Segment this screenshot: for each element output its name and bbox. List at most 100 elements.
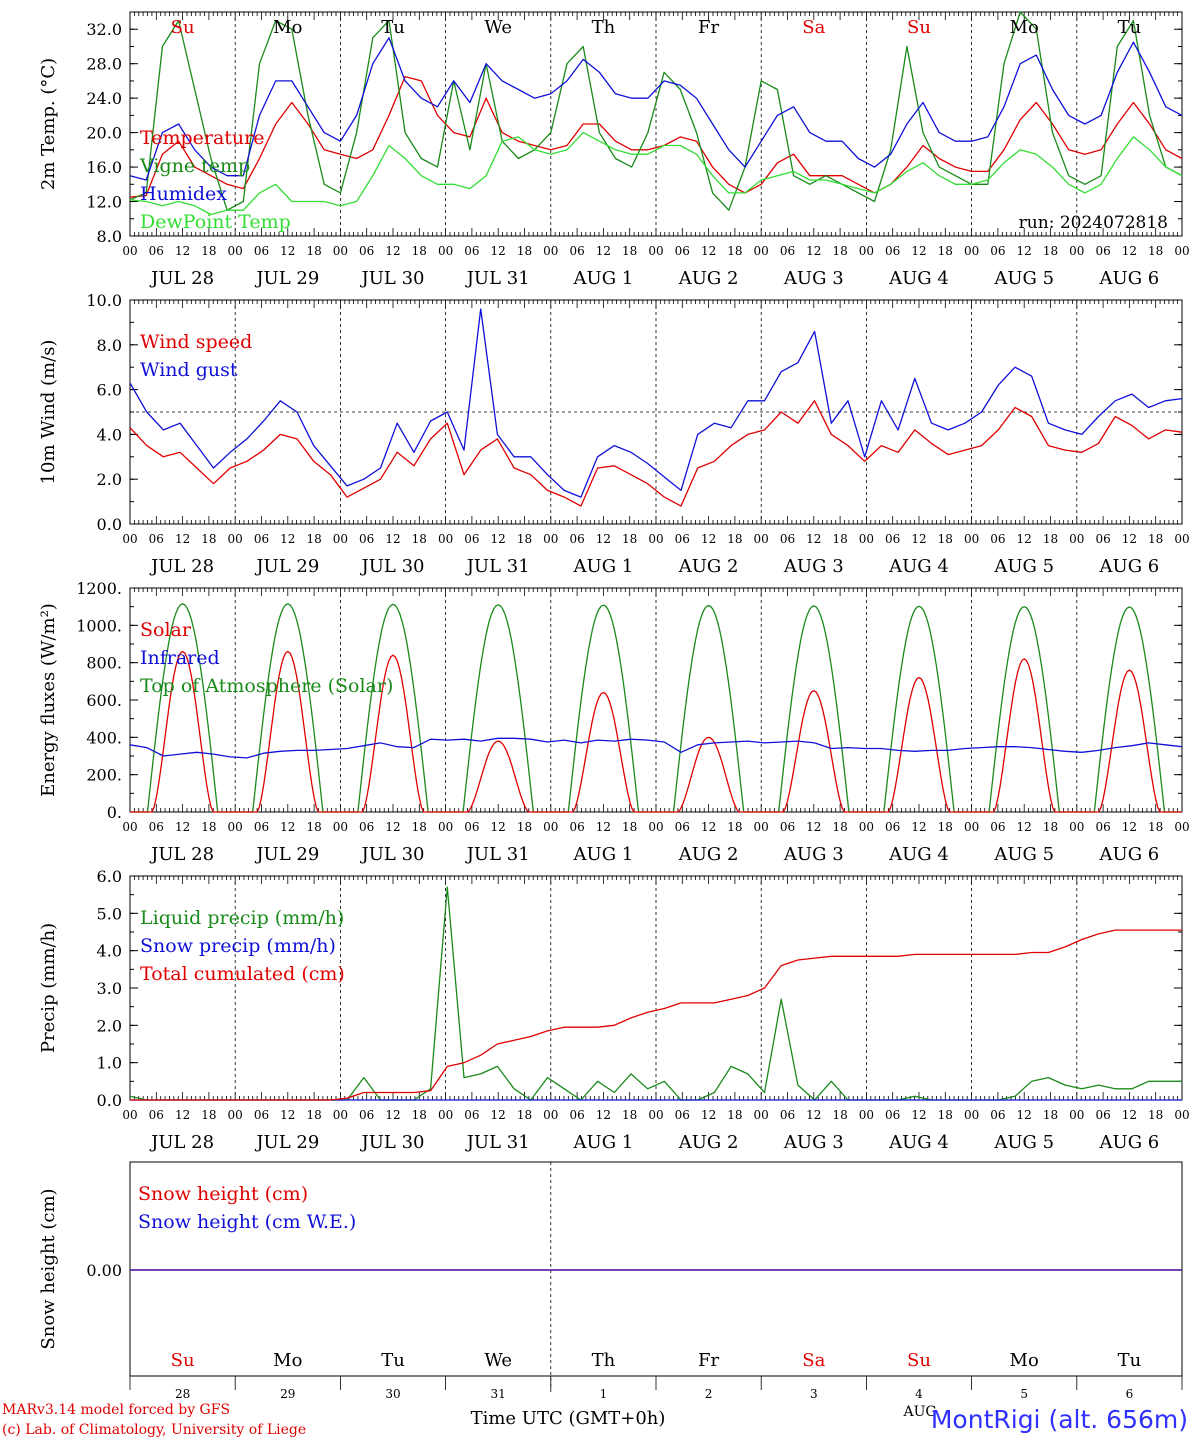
hour-tick-label: 18 <box>832 244 847 258</box>
hour-tick-label: 18 <box>306 1108 321 1122</box>
hour-tick-label: 00 <box>859 532 874 546</box>
hour-tick-label: 00 <box>859 820 874 834</box>
hour-tick-label: 00 <box>1174 244 1189 258</box>
credit-line-1: MARv3.14 model forced by GFS <box>2 1402 230 1418</box>
hour-tick-label: 12 <box>1122 244 1137 258</box>
day-number: 4 <box>915 1387 923 1401</box>
date-label: AUG 2 <box>678 268 739 289</box>
y-axis-label: Snow height (cm) <box>38 1188 59 1349</box>
hour-tick-label: 00 <box>1069 532 1084 546</box>
hour-tick-label: 12 <box>1122 820 1137 834</box>
y-tick-label: 0.0 <box>97 1091 122 1110</box>
series-line <box>129 400 1183 507</box>
hour-tick-label: 18 <box>201 1108 216 1122</box>
date-label: AUG 3 <box>783 1132 844 1153</box>
date-label: JUL 29 <box>254 268 319 289</box>
hour-tick-label: 12 <box>175 532 190 546</box>
hour-tick-label: 00 <box>228 244 243 258</box>
panel-2: 00 06 12 18 JUL 28 00 06 12 18 JUL 29 00 06 12 18 JUL … <box>38 291 1190 577</box>
hour-tick-label: 18 <box>622 244 637 258</box>
hour-tick-label: 06 <box>1095 532 1110 546</box>
hour-tick-label: 00 <box>1174 532 1189 546</box>
hour-tick-label: 00 <box>648 244 663 258</box>
panel-5: 0.00 Snow height (cm) Snow height (cm) Snow… <box>38 1161 1183 1401</box>
hour-tick-label: 12 <box>911 532 926 546</box>
hour-tick-label: 12 <box>385 532 400 546</box>
y-axis-label: 2m Temp. (°C) <box>38 58 59 190</box>
series-line <box>129 737 1183 759</box>
y-tick-label: 200. <box>86 766 122 785</box>
y-axis-label: Precip (mm/h) <box>38 923 59 1053</box>
hour-tick-label: 18 <box>201 244 216 258</box>
hour-tick-label: 18 <box>412 1108 427 1122</box>
date-label: JUL 31 <box>465 268 530 289</box>
y-tick-label: 12.0 <box>86 193 122 212</box>
hour-tick-label: 18 <box>201 532 216 546</box>
hour-tick-label: 12 <box>385 244 400 258</box>
weekday-label: Tu <box>1118 1350 1142 1371</box>
hour-tick-label: 18 <box>517 532 532 546</box>
hour-tick-label: 00 <box>333 532 348 546</box>
hour-tick-label: 12 <box>491 244 506 258</box>
y-tick-label: 0.00 <box>86 1261 122 1280</box>
date-label: JUL 29 <box>254 1132 319 1153</box>
day-number: 1 <box>600 1387 608 1401</box>
hour-tick-label: 06 <box>569 1108 584 1122</box>
weekday-label: Sa <box>802 1350 825 1371</box>
weekday-label: Th <box>592 1350 616 1371</box>
hour-tick-label: 18 <box>517 820 532 834</box>
y-tick-label: 8.0 <box>97 336 122 355</box>
hour-tick-label: 00 <box>754 532 769 546</box>
hour-tick-label: 18 <box>727 820 742 834</box>
day-number: 29 <box>280 1387 295 1401</box>
day-number: 2 <box>705 1387 713 1401</box>
hour-tick-label: 12 <box>280 820 295 834</box>
series-line <box>129 75 1183 198</box>
hour-tick-label: 12 <box>280 1108 295 1122</box>
date-label: AUG 6 <box>1099 1132 1160 1153</box>
hour-tick-label: 00 <box>333 820 348 834</box>
hour-tick-label: 06 <box>675 820 690 834</box>
hour-tick-label: 18 <box>938 532 953 546</box>
panel-1: 00 06 12 18 JUL 28 00 06 12 18 JUL 29 00 06 12 18 JUL … <box>38 11 1190 289</box>
y-tick-label: 28.0 <box>86 55 122 74</box>
hour-tick-label: 12 <box>596 1108 611 1122</box>
hour-tick-label: 12 <box>701 1108 716 1122</box>
hour-tick-label: 18 <box>622 1108 637 1122</box>
hour-tick-label: 06 <box>780 244 795 258</box>
panel-frame <box>129 11 1183 237</box>
y-tick-label: 32.0 <box>86 20 122 39</box>
hour-tick-label: 18 <box>517 1108 532 1122</box>
hour-tick-label: 00 <box>964 1108 979 1122</box>
run-label: run: 2024072818 <box>1019 213 1168 233</box>
hour-tick-label: 06 <box>990 244 1005 258</box>
legend-entry: Wind gust <box>140 359 238 381</box>
hour-tick-label: 00 <box>122 820 137 834</box>
date-label: AUG 4 <box>888 1132 949 1153</box>
hour-tick-label: 18 <box>1148 532 1163 546</box>
hour-tick-label: 18 <box>412 820 427 834</box>
hour-tick-label: 12 <box>911 820 926 834</box>
hour-tick-label: 18 <box>622 820 637 834</box>
hour-tick-label: 06 <box>569 820 584 834</box>
date-label: AUG 3 <box>783 268 844 289</box>
date-label: AUG 4 <box>888 844 949 865</box>
legend-entry: Snow height (cm W.E.) <box>138 1211 356 1233</box>
date-label: AUG 1 <box>573 268 634 289</box>
y-tick-label: 8.0 <box>97 227 122 246</box>
hour-tick-label: 06 <box>780 1108 795 1122</box>
date-label: JUL 30 <box>360 1132 425 1153</box>
x-axis-title: Time UTC (GMT+0h) <box>471 1408 666 1429</box>
hour-tick-label: 12 <box>701 820 716 834</box>
hour-tick-label: 12 <box>385 820 400 834</box>
hour-tick-label: 00 <box>964 820 979 834</box>
hour-tick-label: 06 <box>569 532 584 546</box>
weekday-label: Tu <box>381 1350 405 1371</box>
hour-tick-label: 12 <box>1017 244 1032 258</box>
hour-tick-label: 00 <box>859 244 874 258</box>
hour-tick-label: 00 <box>648 1108 663 1122</box>
hour-tick-label: 12 <box>491 532 506 546</box>
hour-tick-label: 18 <box>306 820 321 834</box>
hour-tick-label: 00 <box>648 820 663 834</box>
day-number: 28 <box>175 1387 190 1401</box>
